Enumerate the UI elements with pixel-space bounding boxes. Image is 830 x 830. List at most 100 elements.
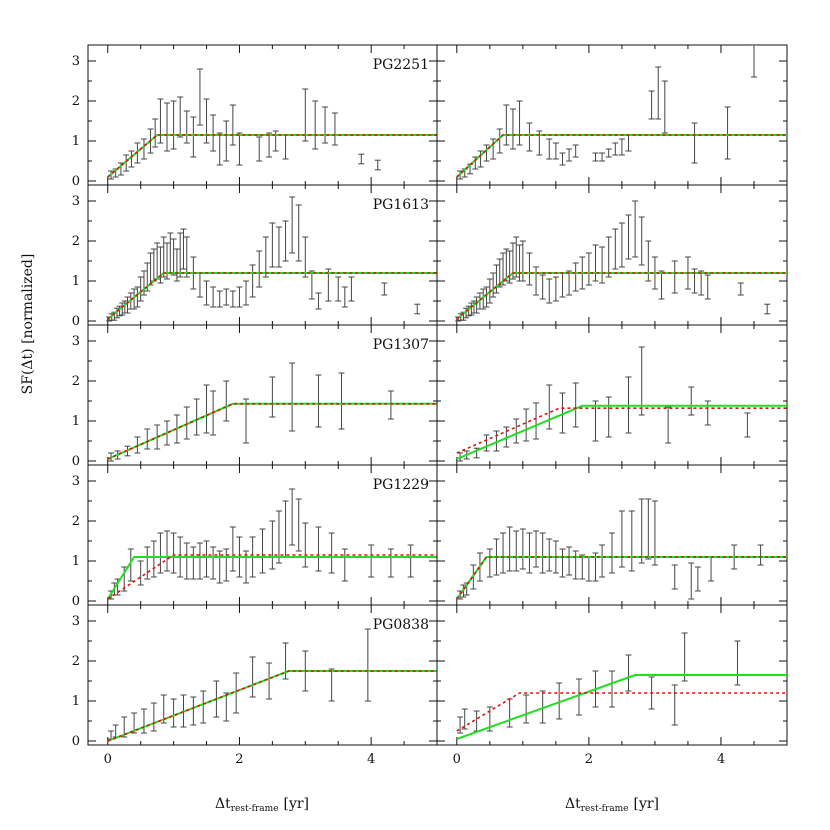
errorbar-point (523, 694, 530, 724)
errorbar-point (183, 406, 190, 440)
errorbar-point (546, 538, 553, 572)
x-tick-label: 2 (235, 752, 243, 767)
model-line-dashed-red (456, 407, 787, 454)
y-tick-label: 2 (72, 654, 80, 669)
x-axis-label-unit: [yr] (633, 796, 659, 812)
errorbar-point (140, 138, 147, 160)
errorbar-point (473, 296, 480, 314)
errorbar-point (516, 100, 523, 146)
errorbar-point (526, 122, 533, 152)
model-line-solid-green (107, 134, 437, 178)
y-tick-label: 0 (72, 454, 80, 469)
errorbar-point (750, 45, 757, 78)
errorbar-point (533, 266, 540, 296)
errorbar-point (223, 380, 230, 422)
y-tick-label: 1 (72, 274, 80, 289)
errorbar-point (533, 402, 540, 440)
errorbar-point (704, 274, 711, 300)
errorbar-point (414, 303, 421, 315)
errorbar-point (599, 152, 606, 162)
errorbar-point (681, 632, 688, 682)
errorbar-point (572, 262, 579, 292)
errorbar-point (256, 136, 263, 162)
x-tick-label: 0 (453, 752, 461, 767)
errorbar-point (374, 159, 381, 171)
errorbar-point (203, 540, 210, 578)
errorbar-point (407, 544, 414, 578)
y-tick-label: 1 (72, 414, 80, 429)
panel-pg2251-left: 0 1 2 3 PG2251 (72, 44, 438, 189)
x-tick-label: 0 (104, 752, 112, 767)
panel-data (107, 362, 437, 462)
errorbar-point (164, 530, 171, 572)
errorbar-point (236, 132, 243, 166)
errorbar-point (638, 346, 645, 416)
errorbar-point (552, 142, 559, 160)
x-axis-label-left: Δtrest-frame [yr] (215, 796, 309, 814)
errorbar-point (648, 90, 655, 120)
errorbar-point (210, 546, 217, 580)
y-tick-label: 1 (72, 554, 80, 569)
errorbar-point (592, 244, 599, 282)
errorbar-point (744, 412, 751, 438)
x-axis-label-right: Δtrest-frame [yr] (565, 796, 659, 814)
errorbar-point (523, 408, 530, 442)
errorbar-point (308, 270, 315, 300)
errorbar-point (506, 526, 513, 572)
errorbar-point (566, 546, 573, 576)
errorbar-point (160, 236, 167, 278)
errorbar-point (233, 672, 240, 714)
errorbar-point (737, 282, 744, 296)
errorbar-point (216, 132, 223, 166)
errorbar-point (500, 252, 507, 286)
errorbar-point (625, 134, 632, 152)
model-line-dashed-red (456, 272, 787, 320)
errorbar-point (295, 498, 302, 552)
errorbar-point (134, 286, 141, 308)
x-tick-label: 2 (585, 752, 593, 767)
errorbar-point (457, 716, 464, 734)
panel-frame (436, 324, 788, 466)
y-tick-label: 0 (72, 314, 80, 329)
model-line-solid-green (456, 674, 787, 740)
errorbar-point (131, 288, 138, 310)
errorbar-point (599, 544, 606, 578)
errorbar-point (506, 698, 513, 728)
errorbar-point (566, 270, 573, 296)
errorbar-point (124, 296, 131, 314)
y-tick-label: 1 (72, 134, 80, 149)
errorbar-point (483, 434, 490, 452)
errorbar-point (546, 278, 553, 304)
y-tick-label: 2 (72, 234, 80, 249)
errorbar-point (137, 276, 144, 302)
errorbar-point (364, 628, 371, 702)
errorbar-point (170, 532, 177, 574)
errorbar-point (203, 280, 210, 306)
panel-pg1229-right (436, 464, 788, 606)
errorbar-point (734, 640, 741, 686)
errorbar-point (572, 550, 579, 580)
y-tick-label: 2 (72, 514, 80, 529)
errorbar-point (513, 418, 520, 444)
model-line-dashed-red (456, 134, 787, 178)
errorbar-point (764, 303, 771, 315)
errorbar-point (289, 196, 296, 254)
errorbar-point (661, 80, 668, 134)
errorbar-point (275, 510, 282, 564)
errorbar-point (618, 510, 625, 568)
panel-data (106, 488, 437, 600)
errorbar-point (152, 118, 159, 148)
errorbar-point (490, 138, 497, 160)
errorbar-point (579, 554, 586, 580)
errorbar-point (266, 132, 273, 158)
errorbar-point (302, 88, 309, 142)
errorbar-point (671, 564, 678, 590)
errorbar-point (150, 702, 157, 732)
errorbar-point (229, 290, 236, 308)
errorbar-point (137, 560, 144, 586)
y-tick-label: 0 (72, 734, 80, 749)
panel-frame (436, 44, 788, 186)
errorbar-point (173, 248, 180, 282)
errorbar-point (177, 232, 184, 278)
errorbar-point (612, 142, 619, 156)
